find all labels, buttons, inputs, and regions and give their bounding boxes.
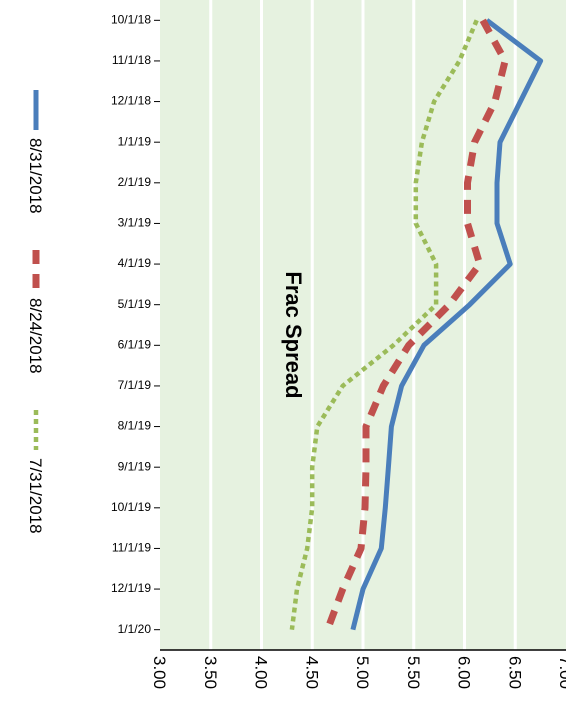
category-label: 2/1/19 [118,175,152,189]
category-label: 8/1/19 [118,419,152,433]
y-tick-label: 3.00 [150,656,169,689]
legend: 8/31/2018 8/24/2018 7/31/2018 [26,90,45,534]
category-label: 6/1/19 [118,337,152,351]
category-label: 12/1/19 [111,581,151,595]
series-line [289,19,479,630]
y-tick-label: 7.00 [556,656,566,689]
series-lines [289,18,544,631]
y-tick-label: 5.00 [353,656,372,689]
series-line [350,18,544,631]
y-tick-label: 6.50 [505,656,524,689]
category-label: 7/1/19 [118,378,152,392]
rotated-chart-group: 7.00 6.50 6.00 5.50 5.00 4.50 4.00 3.50 3.00 10/… [26,0,566,689]
category-label: 10/1/19 [111,500,151,514]
legend-label: 7/31/2018 [26,458,45,534]
category-label: 12/1/18 [111,94,151,108]
y-tick-label: 3.50 [201,656,220,689]
series-line [324,18,509,631]
category-label: 10/1/18 [111,12,151,26]
y-tick-label: 4.50 [302,656,321,689]
category-label: 9/1/19 [118,459,152,473]
y-axis-ticks: 7.00 6.50 6.00 5.50 5.00 4.50 4.00 3.50 3.00 [150,649,566,689]
category-label: 4/1/19 [118,256,152,270]
gridlines [209,0,517,650]
category-label: 11/1/18 [112,53,151,67]
y-tick-label: 4.00 [252,656,271,689]
category-label: 1/1/19 [118,134,152,148]
x-axis-categories: 10/1/18 11/1/18 12/1/18 1/1/19 2/1/19 3/1/19 4… [111,12,160,636]
legend-label: 8/24/2018 [26,298,45,374]
y-tick-label: 6.00 [455,656,474,689]
legend-label: 8/31/2018 [26,138,45,214]
chart-title: Frac Spread [281,271,306,398]
category-label: 3/1/19 [118,216,152,230]
category-label: 5/1/19 [118,297,152,311]
category-label: 1/1/20 [118,622,152,636]
y-tick-label: 5.50 [404,656,423,689]
category-label: 11/1/19 [112,541,151,555]
